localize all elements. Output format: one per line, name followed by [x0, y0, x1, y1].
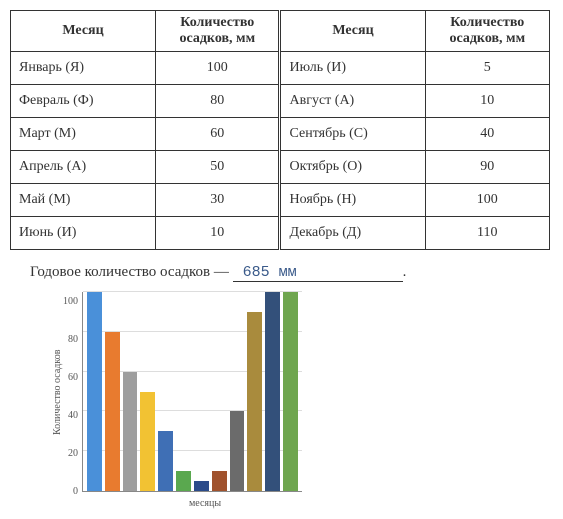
- chart-bar: [158, 431, 173, 491]
- chart-bar: [87, 292, 102, 491]
- ytick-label: 100: [63, 297, 78, 307]
- value-cell: 5: [425, 52, 549, 85]
- chart-xlabel: месяцы: [90, 498, 320, 509]
- chart-bar: [230, 411, 245, 491]
- chart-ylabel: Количество осадков: [50, 292, 63, 492]
- month-cell: Июль (И): [280, 52, 425, 85]
- ytick-label: 60: [63, 373, 78, 383]
- month-cell: Январь (Я): [11, 52, 156, 85]
- header-amount-left: Количество осадков, мм: [156, 11, 280, 52]
- summary-value: 685 мм: [233, 264, 403, 282]
- summary-trail: .: [403, 264, 407, 280]
- value-cell: 110: [425, 217, 549, 250]
- value-cell: 60: [156, 118, 280, 151]
- chart-bar: [105, 332, 120, 491]
- value-cell: 100: [425, 184, 549, 217]
- chart-bar: [176, 471, 191, 491]
- value-cell: 30: [156, 184, 280, 217]
- header-month-right: Месяц: [280, 11, 425, 52]
- summary-label: Годовое количество осадков —: [30, 264, 229, 280]
- table-row: Январь (Я)100Июль (И)5: [11, 52, 550, 85]
- chart-bar: [194, 481, 209, 491]
- table-row: Апрель (А)50Октябрь (О)90: [11, 151, 550, 184]
- month-cell: Февраль (Ф): [11, 85, 156, 118]
- header-amount-right: Количество осадков, мм: [425, 11, 549, 52]
- chart-bar: [212, 471, 227, 491]
- value-cell: 90: [425, 151, 549, 184]
- table-row: Март (М)60Сентябрь (С)40: [11, 118, 550, 151]
- month-cell: Март (М): [11, 118, 156, 151]
- month-cell: Июнь (И): [11, 217, 156, 250]
- precipitation-table: Месяц Количество осадков, мм Месяц Колич…: [10, 10, 550, 250]
- table-row: Июнь (И)10Декабрь (Д)110: [11, 217, 550, 250]
- ytick-label: 80: [63, 335, 78, 345]
- month-cell: Май (М): [11, 184, 156, 217]
- chart-yaxis: 100806040200: [63, 292, 82, 492]
- month-cell: Ноябрь (Н): [280, 184, 425, 217]
- month-cell: Апрель (А): [11, 151, 156, 184]
- month-cell: Август (А): [280, 85, 425, 118]
- value-cell: 80: [156, 85, 280, 118]
- value-cell: 50: [156, 151, 280, 184]
- chart-plot: [82, 292, 302, 492]
- value-cell: 40: [425, 118, 549, 151]
- ytick-label: 20: [63, 449, 78, 459]
- table-row: Февраль (Ф)80Август (А)10: [11, 85, 550, 118]
- table-header-row: Месяц Количество осадков, мм Месяц Колич…: [11, 11, 550, 52]
- table-body: Январь (Я)100Июль (И)5Февраль (Ф)80Авгус…: [11, 52, 550, 250]
- value-cell: 100: [156, 52, 280, 85]
- annual-summary: Годовое количество осадков — 685 мм.: [30, 264, 553, 282]
- value-cell: 10: [156, 217, 280, 250]
- chart-bar: [123, 372, 138, 491]
- value-cell: 10: [425, 85, 549, 118]
- ytick-label: 0: [63, 487, 78, 497]
- chart-bar: [265, 292, 280, 491]
- chart-bar: [140, 392, 155, 492]
- month-cell: Октябрь (О): [280, 151, 425, 184]
- table-row: Май (М)30Ноябрь (Н)100: [11, 184, 550, 217]
- chart-bar: [283, 292, 298, 491]
- chart-bar: [247, 312, 262, 491]
- header-month-left: Месяц: [11, 11, 156, 52]
- ytick-label: 40: [63, 411, 78, 421]
- month-cell: Сентябрь (С): [280, 118, 425, 151]
- month-cell: Декабрь (Д): [280, 217, 425, 250]
- precipitation-chart: Количество осадков 100 80 60 40 20 0 месяцы: [50, 292, 320, 509]
